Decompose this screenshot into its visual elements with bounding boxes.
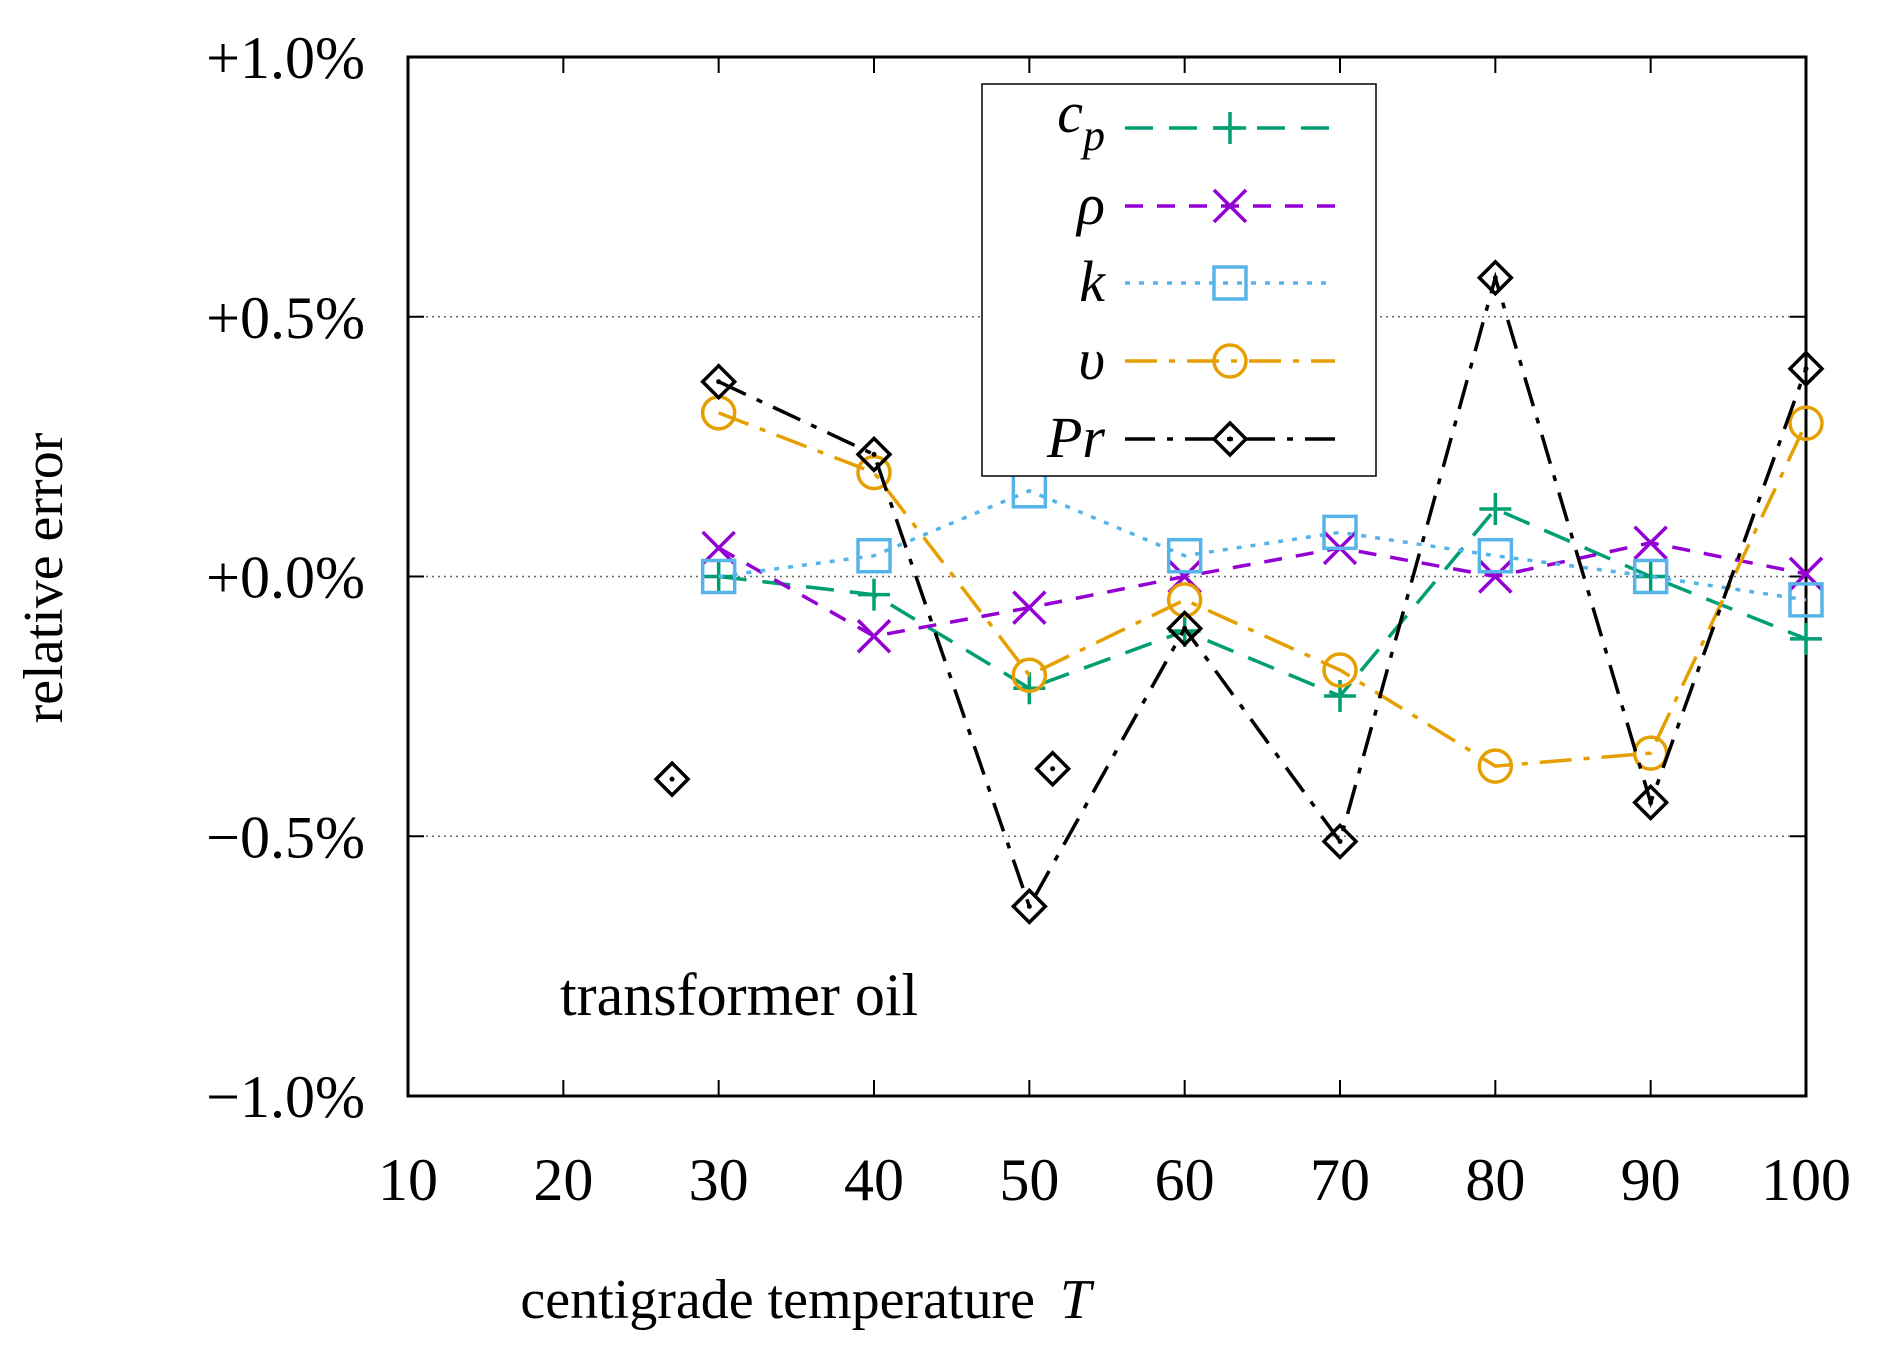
data-point-k [1166, 537, 1203, 574]
grid-lines [408, 316, 1806, 837]
data-point-rho [1012, 590, 1047, 625]
legend-label-rho: ρ [1075, 172, 1105, 237]
data-point-rho [701, 530, 736, 566]
series-line-nu [718, 411, 1808, 768]
data-point-nu [1011, 657, 1048, 693]
data-point-rho [856, 619, 892, 654]
data-point-rho [1633, 525, 1668, 560]
data-point-k [1322, 514, 1358, 551]
y-axis-label: relative error [13, 432, 75, 723]
series-c_p [702, 492, 1822, 712]
data-point-Pr-dot [871, 451, 877, 457]
x-tick-label: 20 [533, 1147, 593, 1213]
x-tick-label: 80 [1465, 1147, 1525, 1213]
x-axis-symbol: T [1060, 1269, 1095, 1331]
data-point-k [700, 558, 737, 595]
data-point-Pr-extra-dot [1050, 766, 1056, 772]
legend-label-nu: υ [1078, 327, 1105, 392]
legend-marker-Pr-dot [1227, 436, 1233, 442]
x-tick-label: 10 [378, 1147, 438, 1213]
y-tick-label: +0.0% [206, 545, 365, 611]
data-point-c_p [1479, 492, 1512, 525]
data-point-Pr-dot [716, 379, 722, 385]
y-tick-label: −0.5% [206, 804, 365, 870]
data-point-Pr-dot [1182, 625, 1188, 631]
data-point-c_p [1790, 622, 1822, 655]
chart-annotation: transformer oil [560, 962, 918, 1028]
data-point-k [1477, 537, 1514, 574]
data-point-Pr [1632, 784, 1670, 821]
data-point-Pr-dot [1803, 366, 1809, 372]
series-Pr [700, 259, 1825, 925]
x-tick-label: 60 [1155, 1147, 1215, 1213]
data-point-Pr-extra [1034, 750, 1072, 788]
data-point-Pr [1787, 350, 1825, 388]
x-tick-label: 70 [1310, 1147, 1370, 1213]
data-point-Pr-dot [1648, 799, 1654, 805]
data-point-k [1632, 558, 1669, 595]
legend-marker-Pr [1211, 420, 1249, 458]
series-line-Pr [717, 271, 1808, 911]
data-point-Pr-dot [1337, 838, 1343, 844]
x-tick-label: 90 [1621, 1147, 1681, 1213]
x-tick-label: 30 [689, 1147, 749, 1213]
legend-label-Pr: Pr [1046, 405, 1105, 470]
data-point-Pr-dot [1026, 903, 1032, 909]
data-point-Pr-extra [653, 760, 691, 798]
data-point-Pr [855, 435, 893, 473]
x-tick-label: 100 [1761, 1147, 1851, 1213]
legend-marker-rho [1212, 188, 1248, 224]
y-tick-label: +1.0% [206, 25, 365, 91]
data-point-nu [1477, 748, 1514, 784]
series-layer [653, 259, 1825, 925]
data-point-nu [1322, 652, 1358, 688]
data-point-Pr [1476, 259, 1514, 297]
series-line-k [718, 488, 1807, 602]
series-line-c_p [718, 506, 1807, 699]
data-point-Pr [1010, 887, 1048, 925]
legend-box [981, 83, 1377, 477]
data-point-Pr [1321, 822, 1359, 860]
series-rho [701, 525, 1824, 654]
x-axis-label: centigrade temperature [520, 1269, 1035, 1331]
series-line-rho [717, 540, 1807, 639]
data-point-c_p [858, 578, 890, 611]
y-tick-label: −1.0% [206, 1064, 365, 1130]
y-tick-label: +0.5% [206, 285, 365, 351]
axis-ticks: 10 20 30 40 50 60 70 80 90 100 −1.0% −0.5% +0.0% +0.5… [206, 25, 1851, 1213]
data-point-Pr-dot [1492, 275, 1498, 281]
legend-marker-k [1212, 265, 1248, 301]
x-tick-label: 50 [999, 1147, 1059, 1213]
data-point-k [1788, 582, 1824, 618]
x-tick-label: 40 [844, 1147, 904, 1213]
data-point-Pr [1166, 609, 1204, 647]
data-point-Pr-extra-dot [669, 776, 675, 782]
data-point-k [856, 537, 892, 574]
legend-marker-c_p [1214, 112, 1246, 144]
legend-marker-nu [1212, 343, 1248, 379]
data-point-nu [1788, 405, 1824, 441]
data-point-nu [1166, 582, 1203, 618]
series-k [700, 473, 1824, 618]
legend-label-k: k [1079, 249, 1106, 314]
data-point-Pr [700, 363, 738, 401]
data-point-rho [1478, 559, 1513, 594]
